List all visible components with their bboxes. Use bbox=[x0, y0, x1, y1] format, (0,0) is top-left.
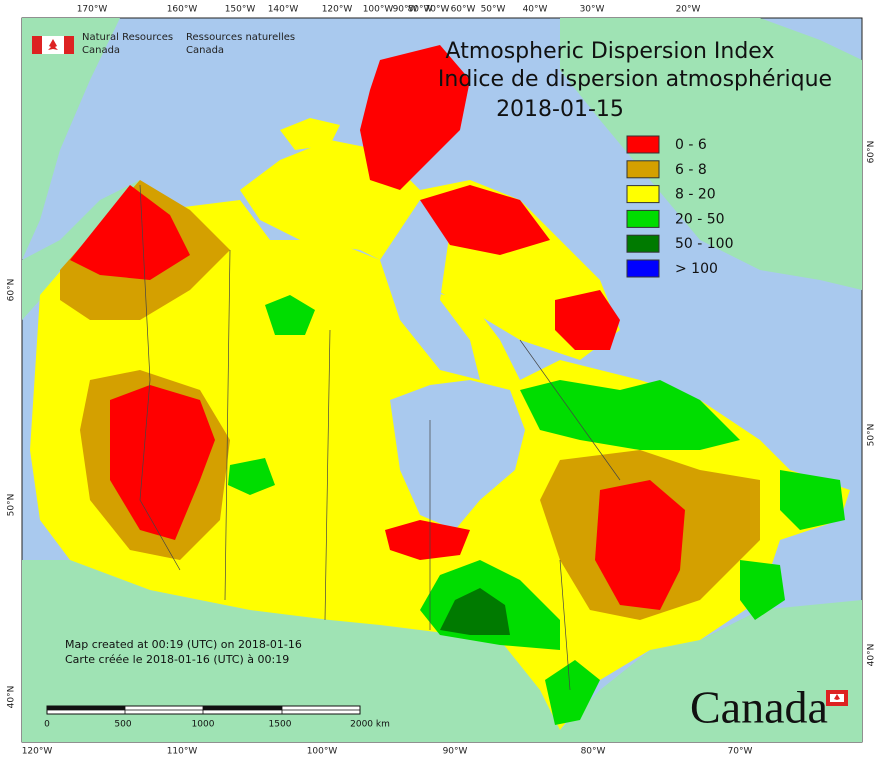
nfld-green bbox=[780, 470, 845, 530]
scale-fill bbox=[203, 706, 282, 710]
nwt-green bbox=[265, 295, 315, 335]
credit: Carte créée le 2018-01-16 (UTC) à 00:19 bbox=[65, 653, 289, 666]
flag-leaf bbox=[48, 39, 58, 50]
wordmark-leaf bbox=[834, 694, 840, 700]
longitude-label: 120°W bbox=[322, 5, 353, 15]
longitude-label: 30°W bbox=[580, 5, 605, 15]
credit: Map created at 00:19 (UTC) on 2018-01-16 bbox=[65, 638, 302, 651]
greenland bbox=[560, 18, 862, 290]
longitude-label: 160°W bbox=[167, 5, 198, 15]
longitude-label: 60°W bbox=[451, 5, 476, 15]
scale-label: 2000 km bbox=[350, 720, 390, 730]
agency-fr: Canada bbox=[186, 45, 224, 56]
ontario-zone bbox=[385, 520, 470, 560]
legend-swatch bbox=[626, 185, 660, 204]
yukon-zone bbox=[70, 185, 190, 280]
longitude-label: 110°W bbox=[167, 747, 198, 757]
latitude-label: 40°N bbox=[7, 686, 17, 709]
hudson-bay bbox=[390, 380, 525, 530]
title: Atmospheric Dispersion Index bbox=[446, 39, 775, 64]
longitude-label: 100°W bbox=[307, 747, 338, 757]
longitude-label: 170°W bbox=[77, 5, 108, 15]
longitude-label: 120°W bbox=[22, 747, 53, 757]
legend-swatch bbox=[626, 135, 660, 154]
labrador-green bbox=[520, 380, 740, 450]
flag-left bbox=[32, 36, 42, 54]
latitude-label: 50°N bbox=[7, 494, 17, 517]
channel bbox=[380, 200, 480, 380]
legend-swatch bbox=[626, 209, 660, 228]
maritimes-green bbox=[740, 560, 785, 620]
agency-en: Canada bbox=[82, 45, 120, 56]
latitude-label: 50°N bbox=[867, 424, 877, 447]
latitude-label: 60°N bbox=[7, 279, 17, 302]
legend-label: 8 - 20 bbox=[675, 187, 716, 203]
scale-label: 1500 bbox=[269, 720, 292, 730]
longitude-label: 80°W bbox=[581, 747, 606, 757]
longitude-label: 70°W bbox=[425, 5, 450, 15]
south-ontario-green bbox=[545, 660, 600, 725]
date: 2018-01-15 bbox=[496, 97, 624, 122]
longitude-label: 20°W bbox=[676, 5, 701, 15]
baffin-zone bbox=[555, 290, 620, 350]
boundaries bbox=[139, 184, 621, 691]
legend-label: > 100 bbox=[675, 261, 718, 277]
agency-en: Natural Resources bbox=[82, 32, 173, 43]
longitude-label: 70°W bbox=[728, 747, 753, 757]
north-zone bbox=[420, 185, 550, 255]
sask-green bbox=[228, 458, 275, 495]
latitude-label: 40°N bbox=[867, 644, 877, 667]
scale-label: 0 bbox=[44, 720, 50, 730]
longitude-label: 90°W bbox=[393, 5, 418, 15]
legend-label: 0 - 6 bbox=[675, 137, 707, 153]
ontario-dark-green bbox=[440, 588, 510, 635]
alaska bbox=[22, 180, 140, 320]
scale-label: 1000 bbox=[192, 720, 215, 730]
scale-label: 500 bbox=[114, 720, 131, 730]
longitude-label: 90°W bbox=[443, 747, 468, 757]
ellesmere-zone bbox=[360, 45, 470, 190]
longitude-label: 140°W bbox=[268, 5, 299, 15]
alaska-north bbox=[22, 18, 120, 260]
flag-right bbox=[64, 36, 74, 54]
agency-fr: Ressources naturelles bbox=[186, 32, 295, 43]
united-states bbox=[22, 560, 862, 742]
bc-zone bbox=[110, 385, 215, 540]
quebec-zone bbox=[595, 480, 685, 610]
longitude-label: 100°W bbox=[363, 5, 394, 15]
latitude-label: 60°N bbox=[867, 141, 877, 164]
longitude-label: 150°W bbox=[225, 5, 256, 15]
legend-swatch bbox=[626, 259, 660, 278]
legend-label: 6 - 8 bbox=[675, 162, 707, 178]
legend-label: 20 - 50 bbox=[675, 211, 725, 227]
longitude-label: 40°W bbox=[523, 5, 548, 15]
wordmark: Canada bbox=[690, 682, 828, 733]
title: Indice de dispersion atmosphérique bbox=[438, 67, 832, 92]
scale-fill bbox=[47, 706, 125, 710]
longitude-label: 80°W bbox=[408, 5, 433, 15]
legend-swatch bbox=[626, 160, 660, 179]
island bbox=[280, 118, 340, 150]
legend-label: 50 - 100 bbox=[675, 236, 734, 252]
longitude-label: 50°W bbox=[481, 5, 506, 15]
legend-swatch bbox=[626, 234, 660, 253]
